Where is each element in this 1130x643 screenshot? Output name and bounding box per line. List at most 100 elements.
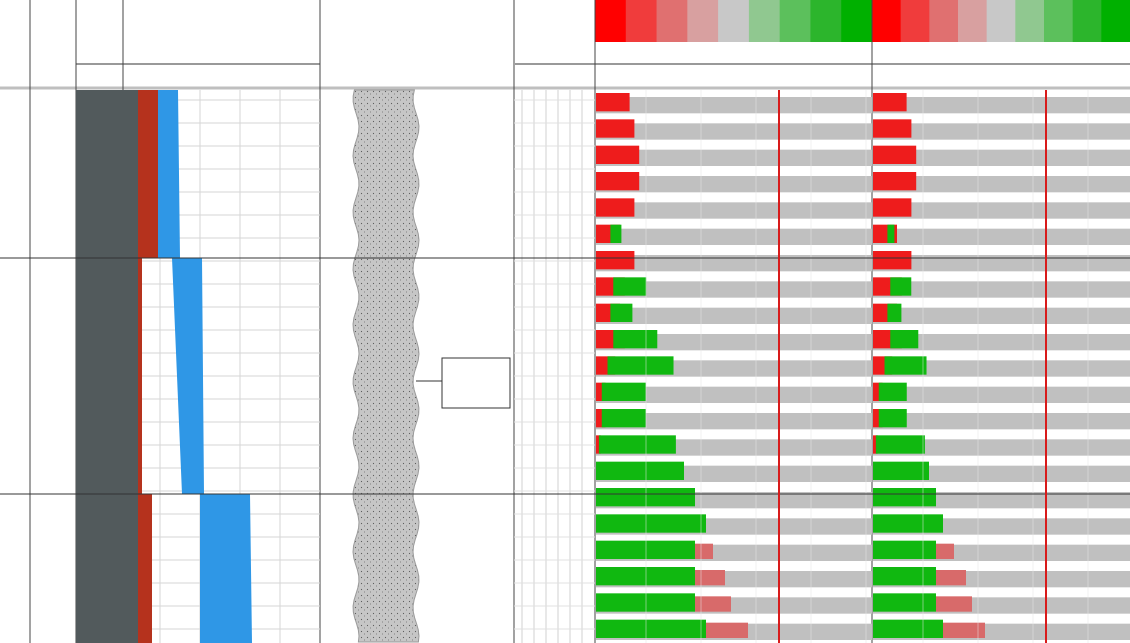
heat-red <box>596 119 635 138</box>
log-header <box>0 0 1130 90</box>
legend-swatch <box>779 0 811 42</box>
blue-fill <box>158 90 252 643</box>
heat-row-bg <box>596 307 872 324</box>
legend-swatch <box>872 0 902 42</box>
heat-red <box>596 172 640 191</box>
legend-swatch <box>986 0 1016 42</box>
heat-row-bg <box>873 465 1130 482</box>
heat-row-bg <box>873 202 1130 219</box>
heat-row-bg <box>873 413 1130 430</box>
heat-red <box>873 119 912 138</box>
heat-row-bg <box>873 492 1130 509</box>
heat-row-bg <box>873 149 1130 166</box>
legend-swatch <box>1101 0 1130 42</box>
heat-row-bg <box>596 413 872 430</box>
zone-lines <box>0 257 1130 495</box>
heat-row-bg <box>596 176 872 193</box>
legend-swatch <box>625 0 658 42</box>
heat-green <box>596 619 706 638</box>
dark-fill <box>76 90 124 643</box>
heat-green <box>878 382 907 401</box>
heat-row-bg <box>596 97 872 114</box>
heat-red <box>596 435 601 454</box>
annotation-box[interactable] <box>441 357 511 409</box>
heat-pink <box>706 622 748 638</box>
heatmap-track-1 <box>596 90 872 643</box>
heat-red <box>873 145 917 164</box>
heat-red <box>873 198 912 217</box>
heat-green <box>610 224 622 243</box>
heat-red <box>873 251 912 270</box>
legend-swatch <box>687 0 719 42</box>
heat-row-bg <box>873 228 1130 245</box>
legend-swatch <box>718 0 750 42</box>
sandstone-column <box>352 89 420 643</box>
heat-red <box>596 382 606 401</box>
heat-green <box>613 330 658 349</box>
heat-green <box>873 488 936 507</box>
heat-red <box>873 172 917 191</box>
heat-green <box>873 567 936 586</box>
heat-green <box>598 435 676 454</box>
legend-swatch <box>748 0 781 42</box>
heat-row-bg <box>873 360 1130 377</box>
heat-green <box>601 409 646 428</box>
legend-swatch <box>656 0 688 42</box>
heat-row-bg <box>873 439 1130 456</box>
legend-swatch <box>810 0 842 42</box>
heat-row-bg <box>873 281 1130 298</box>
heat-row-bg <box>596 281 872 298</box>
heat-red <box>873 435 878 454</box>
heat-green <box>890 330 919 349</box>
heat-red <box>873 93 907 112</box>
heatmap-track-2 <box>873 90 1130 643</box>
heat-row-bg <box>873 255 1130 272</box>
thin-line-track <box>514 90 595 643</box>
heat-row-bg <box>873 386 1130 403</box>
heat-red <box>873 409 883 428</box>
heatmap-legend-1 <box>595 0 873 42</box>
heat-pink <box>695 570 725 586</box>
heat-row-bg <box>596 386 872 403</box>
heat-green <box>873 540 936 559</box>
heat-row-bg <box>873 307 1130 324</box>
heat-row-bg <box>596 149 872 166</box>
heat-red <box>596 93 630 112</box>
heat-green <box>887 224 895 243</box>
legend-swatch <box>1015 0 1045 42</box>
heat-row-bg <box>873 334 1130 351</box>
heat-green <box>878 409 907 428</box>
heatmap-legend-2 <box>872 0 1130 42</box>
heat-red <box>596 145 640 164</box>
heat-row-bg <box>596 123 872 140</box>
heat-green <box>610 303 633 322</box>
legend-swatch <box>900 0 930 42</box>
heat-green <box>887 303 902 322</box>
legend-swatch <box>1072 0 1102 42</box>
heat-green <box>873 461 929 480</box>
legend-swatch <box>841 0 873 42</box>
heat-red <box>596 409 606 428</box>
heat-pink <box>695 596 731 612</box>
heat-row-bg <box>873 97 1130 114</box>
heat-green <box>873 593 936 612</box>
red-fill <box>136 90 160 643</box>
legend-swatch <box>1044 0 1074 42</box>
heat-pink <box>936 543 954 559</box>
heat-green <box>873 619 943 638</box>
heat-green <box>873 514 943 533</box>
heat-red <box>596 198 635 217</box>
heat-green <box>596 461 684 480</box>
legend-swatch <box>958 0 988 42</box>
heat-green <box>601 382 646 401</box>
heat-pink <box>936 596 972 612</box>
heat-red <box>596 251 635 270</box>
legend-swatch <box>929 0 959 42</box>
heat-row-bg <box>596 228 872 245</box>
heat-green <box>884 356 927 375</box>
heat-pink <box>936 570 966 586</box>
heat-row-bg <box>873 123 1130 140</box>
heat-row-bg <box>596 255 872 272</box>
